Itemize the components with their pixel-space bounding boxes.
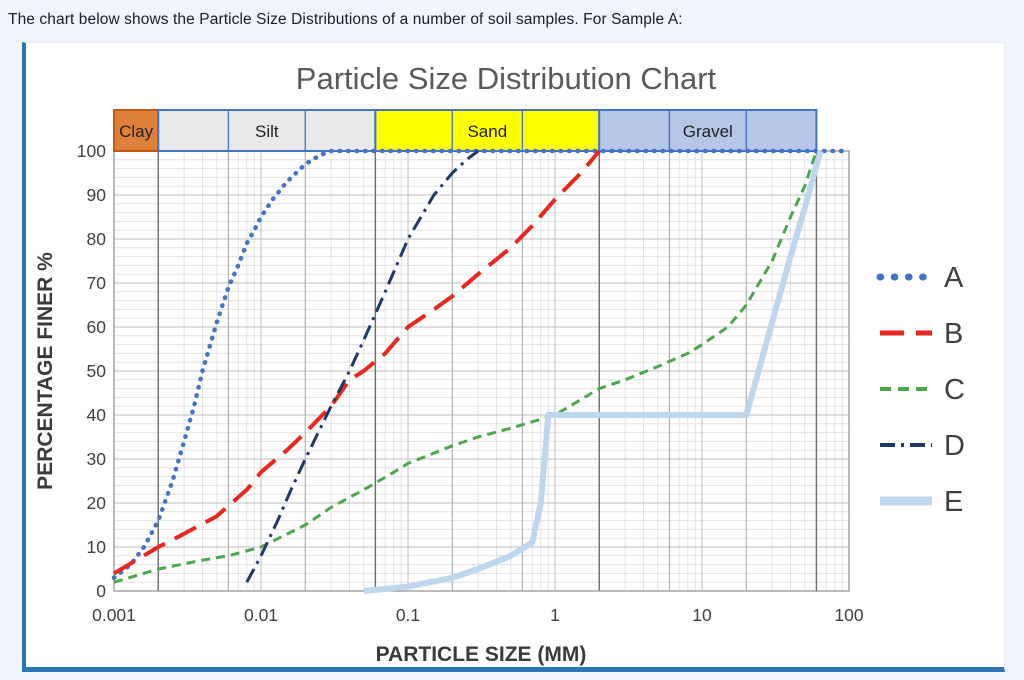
series-D-line bbox=[245, 149, 480, 583]
y-tick-label: 100 bbox=[77, 141, 106, 161]
zone-silt-band bbox=[157, 109, 377, 152]
legend-label-A: A bbox=[944, 262, 964, 294]
y-tick-label: 0 bbox=[96, 581, 106, 601]
x-tick-label: 10 bbox=[692, 605, 712, 625]
legend-item-D: D bbox=[880, 430, 965, 462]
y-tick-label: 20 bbox=[87, 493, 107, 513]
x-axis-title: PARTICLE SIZE (MM) bbox=[376, 643, 587, 666]
zone-label-sand: Sand bbox=[467, 122, 507, 141]
x-tick-label: 0.1 bbox=[396, 605, 420, 625]
zone-gravel-band bbox=[598, 109, 818, 152]
major-gridlines bbox=[114, 151, 849, 591]
y-tick-label: 30 bbox=[87, 449, 107, 469]
y-tick-label: 70 bbox=[87, 273, 107, 293]
y-tick-label: 10 bbox=[87, 537, 107, 557]
series-E-line bbox=[363, 150, 824, 594]
legend-item-B: B bbox=[880, 318, 963, 350]
y-axis-title: PERCENTAGE FINER % bbox=[34, 252, 57, 490]
zone-label-clay: Clay bbox=[119, 122, 154, 141]
y-tick-label: 60 bbox=[87, 317, 107, 337]
legend-item-A: A bbox=[876, 262, 964, 294]
y-tick-label: 50 bbox=[87, 361, 107, 381]
intro-text: The chart below shows the Particle Size … bbox=[8, 11, 683, 28]
zone-label-silt: Silt bbox=[255, 122, 279, 141]
zone-label-gravel: Gravel bbox=[683, 122, 733, 141]
series-C-line bbox=[113, 150, 818, 584]
x-tick-label: 0.01 bbox=[244, 605, 278, 625]
particle-size-distribution-chart: Clay Silt Sand Gravel 0.001 0.01 0.1 1 10 100 0 10 2… bbox=[34, 61, 965, 666]
y-tick-label: 80 bbox=[87, 229, 107, 249]
chart-title: Particle Size Distribution Chart bbox=[296, 61, 717, 96]
legend-item-E: E bbox=[880, 486, 963, 518]
series-B-line bbox=[112, 149, 601, 576]
series-A-line bbox=[111, 148, 852, 581]
soil-zone-bands: Clay Silt Sand Gravel bbox=[113, 109, 818, 152]
legend-label-E: E bbox=[944, 486, 963, 518]
legend-label-C: C bbox=[944, 374, 965, 406]
y-tick-label: 90 bbox=[87, 185, 107, 205]
zone-clay-band bbox=[113, 109, 160, 152]
y-tick-label: 40 bbox=[87, 405, 107, 425]
x-tick-label: 0.001 bbox=[92, 605, 136, 625]
legend-item-C: C bbox=[880, 374, 965, 406]
zone-sand-band bbox=[374, 109, 601, 152]
x-tick-label: 1 bbox=[550, 605, 560, 625]
legend-label-B: B bbox=[944, 318, 963, 350]
legend-label-D: D bbox=[944, 430, 965, 462]
chart-panel: Clay Silt Sand Gravel 0.001 0.01 0.1 1 10 100 0 10 2… bbox=[22, 42, 1005, 672]
x-tick-label: 100 bbox=[834, 605, 863, 625]
